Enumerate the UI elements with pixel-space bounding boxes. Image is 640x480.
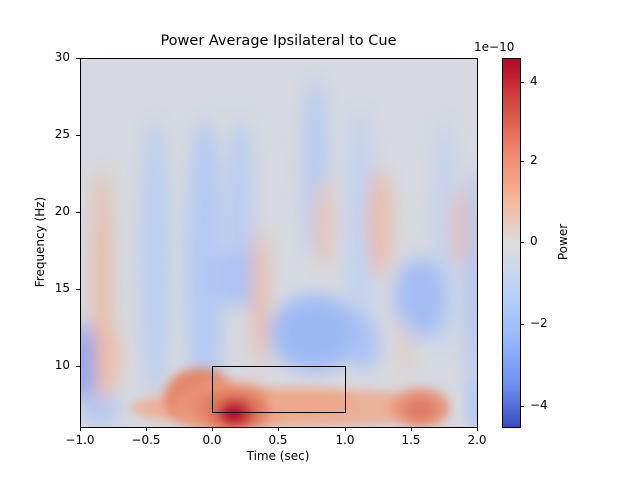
- colorbar-tick-label: −2: [530, 316, 548, 330]
- colorbar-tick-mark: [520, 161, 524, 162]
- y-tick-mark: [76, 212, 80, 213]
- y-tick-mark: [76, 366, 80, 367]
- colorbar-label: Power: [556, 223, 570, 261]
- x-tick-mark: [278, 427, 279, 431]
- spectrogram-heatmap: [80, 58, 477, 427]
- x-tick-label: 2.0: [467, 433, 487, 447]
- x-tick-label: −1.0: [65, 433, 95, 447]
- colorbar-tick-label: −4: [530, 398, 548, 412]
- colorbar-tick-mark: [520, 242, 524, 243]
- x-tick-mark: [345, 427, 346, 431]
- x-tick-mark: [146, 427, 147, 431]
- colorbar-frame: [502, 58, 521, 428]
- colorbar-tick-label: 0: [530, 234, 538, 248]
- y-tick-label: 30: [54, 50, 70, 64]
- colorbar-tick-label: 4: [530, 74, 538, 88]
- x-tick-label: 1.0: [335, 433, 355, 447]
- y-tick-mark: [76, 289, 80, 290]
- x-tick-mark: [80, 427, 81, 431]
- x-tick-mark: [477, 427, 478, 431]
- colorbar-tick-mark: [520, 406, 524, 407]
- y-tick-label: 10: [54, 358, 70, 372]
- x-tick-mark: [212, 427, 213, 431]
- y-tick-label: 25: [54, 127, 70, 141]
- plot-frame: [80, 58, 478, 428]
- x-tick-mark: [411, 427, 412, 431]
- y-tick-label: 20: [54, 204, 70, 218]
- colorbar-tick-mark: [520, 324, 524, 325]
- x-axis-label: Time (sec): [246, 449, 310, 463]
- colorbar-tick-label: 2: [530, 153, 538, 167]
- colorbar-exponent-label: 1e−10: [474, 40, 515, 54]
- x-tick-label: 0.0: [202, 433, 222, 447]
- colorbar-tick-mark: [520, 82, 524, 83]
- y-tick-label: 15: [54, 281, 70, 295]
- roi-rectangle: [212, 366, 346, 413]
- y-axis-label: Frequency (Hz): [33, 196, 47, 288]
- x-tick-label: 1.5: [401, 433, 421, 447]
- chart-title: Power Average Ipsilateral to Cue: [160, 33, 397, 49]
- x-tick-label: −0.5: [131, 433, 161, 447]
- colorbar: [502, 58, 520, 427]
- y-tick-mark: [76, 135, 80, 136]
- x-tick-label: 0.5: [268, 433, 288, 447]
- y-tick-mark: [76, 58, 80, 59]
